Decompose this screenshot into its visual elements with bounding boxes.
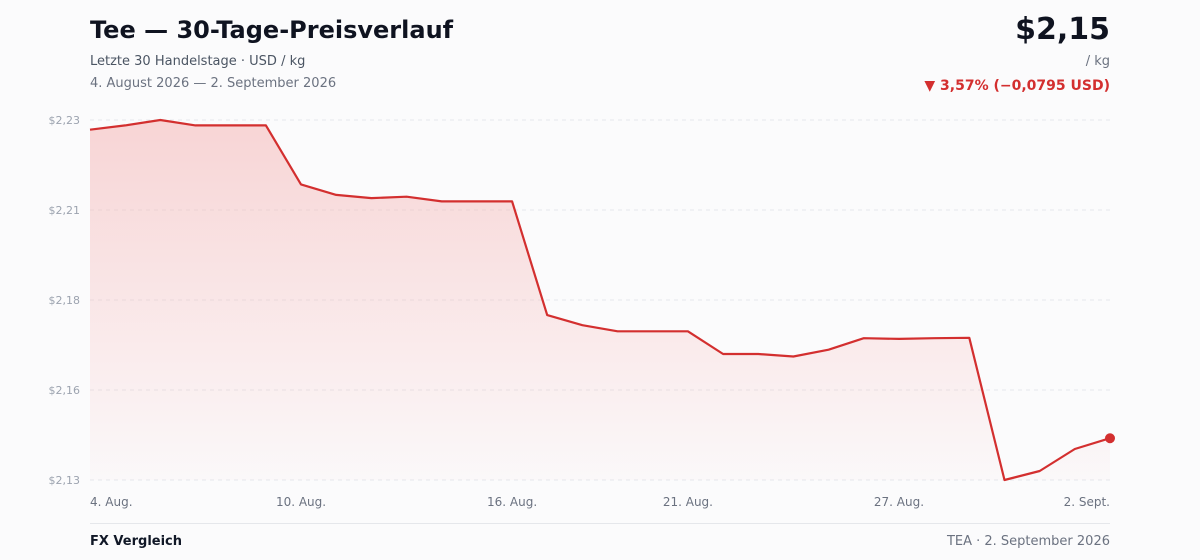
y-axis-ticks: $2,13 $2,16 $2,18 $2,21 $2,23: [49, 114, 81, 487]
price-unit: / kg: [1085, 54, 1110, 69]
price-chart: $2,13 $2,16 $2,18 $2,21 $2,23 4. Aug. 10. Aug…: [49, 114, 1115, 509]
footer-source: FX Vergleich: [90, 534, 183, 549]
x-tick-label: 4. Aug.: [90, 495, 133, 509]
x-tick-label: 2. Sept.: [1064, 495, 1110, 509]
x-tick-label: 27. Aug.: [874, 495, 924, 509]
y-tick-label: $2,21: [49, 204, 81, 217]
price-change: ▼ 3,57% (−0,0795 USD): [924, 78, 1110, 94]
date-range: 4. August 2026 — 2. September 2026: [90, 76, 337, 91]
x-tick-label: 10. Aug.: [276, 495, 326, 509]
x-tick-label: 16. Aug.: [487, 495, 537, 509]
chart-title: Tee — 30-Tage-Preisverlauf: [90, 16, 454, 44]
y-tick-label: $2,18: [49, 294, 81, 307]
footer-ticker-date: TEA · 2. September 2026: [946, 534, 1110, 549]
x-tick-label: 21. Aug.: [663, 495, 713, 509]
last-price-marker: [1105, 433, 1115, 444]
price-area: [90, 120, 1110, 480]
price-line: [89, 118, 1111, 482]
footer-divider: [90, 523, 1110, 524]
current-price: $2,15: [1015, 12, 1110, 47]
x-axis-ticks: 4. Aug. 10. Aug. 16. Aug. 21. Aug. 27. Aug. 2…: [90, 495, 1110, 509]
y-tick-label: $2,13: [49, 474, 81, 487]
y-tick-label: $2,16: [49, 384, 81, 397]
y-tick-label: $2,23: [49, 114, 81, 127]
chart-subtitle: Letzte 30 Handelstage · USD / kg: [90, 54, 306, 69]
